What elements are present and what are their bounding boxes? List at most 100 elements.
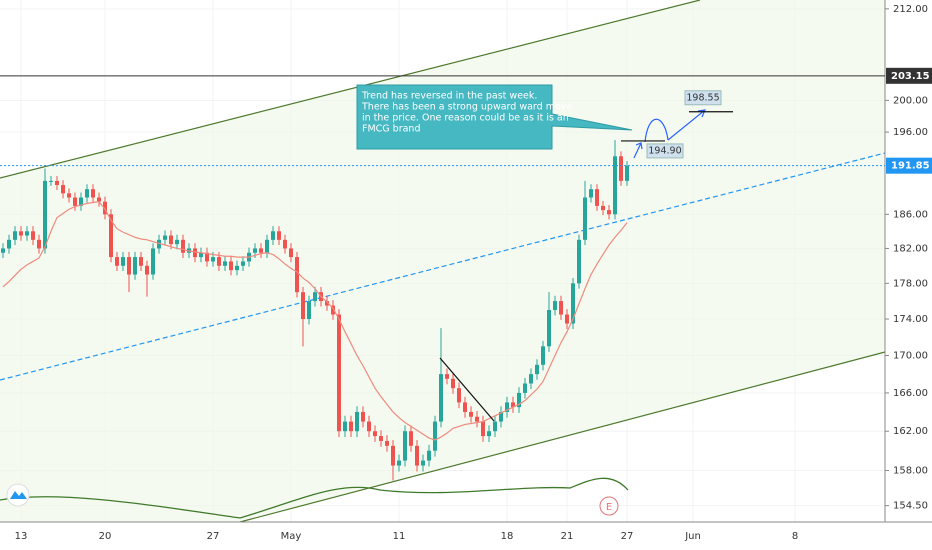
candle-body	[211, 257, 215, 262]
candle-body	[241, 261, 245, 266]
candle-body	[19, 231, 23, 236]
target-label: 194.90	[648, 145, 681, 156]
candle-body	[403, 431, 407, 461]
candle-body	[229, 261, 233, 271]
candle-body	[163, 235, 167, 240]
candle-body	[253, 248, 257, 253]
y-tick-label: 212.00	[893, 4, 928, 15]
volume-ma	[0, 477, 629, 519]
channel-fill	[0, 0, 885, 522]
candle-body	[1, 248, 5, 253]
x-tick-label: 27	[621, 531, 634, 542]
candle-body	[235, 265, 239, 271]
candle-body	[145, 265, 149, 275]
candle-body	[619, 156, 623, 181]
candle-body	[559, 301, 563, 315]
y-tick-label: 196.00	[893, 127, 928, 138]
candle-body	[325, 301, 329, 306]
y-tick-label: 200.00	[893, 95, 928, 106]
price-label-box	[886, 67, 932, 84]
candle-body	[301, 292, 305, 320]
annotation-line: in the price. One reason could be as it …	[362, 113, 569, 124]
candle-body	[505, 402, 509, 412]
candle-body	[445, 374, 449, 379]
candle-body	[457, 388, 461, 403]
candle-body	[331, 305, 335, 315]
channel-lower	[239, 351, 886, 523]
y-tick-label: 158.00	[893, 465, 928, 476]
candle-body	[415, 445, 419, 466]
candle-body	[175, 239, 179, 245]
candle-body	[7, 239, 11, 249]
candle-body	[277, 231, 281, 240]
price-label-box	[886, 157, 932, 174]
candle-body	[169, 235, 173, 245]
candle-body	[487, 431, 491, 437]
annotation-box	[356, 84, 633, 150]
candle-body	[25, 231, 29, 236]
candle-body	[535, 364, 539, 375]
candle-body	[589, 189, 593, 198]
annotation-line: Trend has reversed in the past week.	[361, 91, 537, 102]
candle-body	[103, 201, 107, 215]
x-tick-label: May	[281, 531, 302, 542]
target-label-box	[684, 90, 722, 106]
candle-body	[37, 239, 41, 249]
candle-body	[451, 378, 455, 389]
candle-body	[265, 239, 269, 253]
x-tick-label: 8	[792, 531, 798, 542]
candle-body	[193, 248, 197, 258]
candle-body	[31, 231, 35, 240]
candle-body	[121, 257, 125, 266]
y-tick-label: 182.00	[893, 243, 928, 254]
candle-body	[511, 402, 515, 408]
candle-body	[397, 460, 401, 466]
candle-body	[523, 383, 527, 393]
x-tick-label: 18	[501, 531, 514, 542]
channel-upper	[0, 0, 701, 179]
channel-mid	[0, 152, 886, 381]
candle-body	[127, 257, 131, 275]
candle-body	[271, 231, 275, 240]
candle-body	[313, 292, 317, 302]
candle-body	[601, 205, 605, 211]
candle-body	[157, 239, 161, 249]
annotation-line: FMCG brand	[362, 124, 420, 135]
moving-average	[2, 201, 628, 441]
candle-body	[49, 180, 53, 182]
x-tick-label: 21	[561, 531, 574, 542]
candle-body	[625, 165, 629, 181]
candle-body	[109, 214, 113, 258]
x-tick-label: 20	[99, 531, 112, 542]
candle-body	[289, 248, 293, 258]
candle-body	[499, 411, 503, 422]
candle-body	[115, 257, 119, 266]
x-tick-label: 27	[207, 531, 220, 542]
candle-body	[259, 248, 263, 253]
candle-body	[613, 156, 617, 215]
candle-body	[355, 411, 359, 432]
candle-body	[85, 189, 89, 198]
candle-body	[583, 197, 587, 240]
candle-body	[79, 197, 83, 206]
candle-body	[97, 197, 101, 202]
candle-body	[565, 314, 569, 324]
candle-body	[529, 374, 533, 384]
y-tick-label: 174.00	[893, 314, 928, 325]
earnings-marker[interactable]	[599, 496, 619, 516]
candle-body	[595, 189, 599, 206]
annotation-line: There has been a strong upward ward move	[361, 102, 572, 113]
candle-body	[427, 450, 431, 461]
candle-body	[139, 257, 143, 266]
candle-body	[481, 421, 485, 437]
candle-body	[493, 421, 497, 432]
candle-body	[199, 252, 203, 258]
candle-body	[379, 436, 383, 441]
candle-body	[385, 440, 389, 446]
candle-body	[469, 411, 473, 417]
candle-body	[439, 374, 443, 422]
candle-body	[13, 231, 17, 240]
projection-arrows	[633, 109, 706, 159]
candle-body	[295, 257, 299, 293]
y-tick-label: 154.50	[893, 501, 928, 512]
